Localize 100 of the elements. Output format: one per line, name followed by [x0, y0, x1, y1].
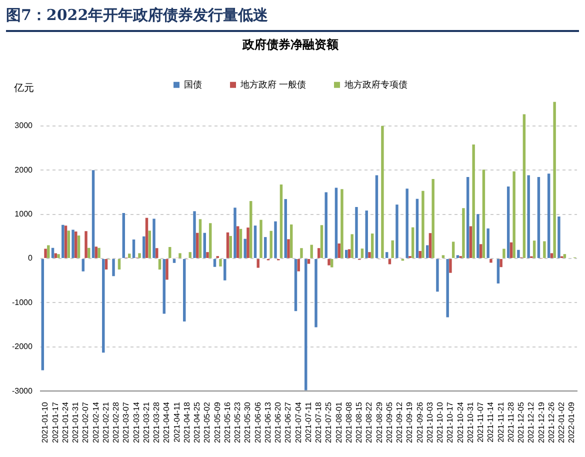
bar [543, 241, 546, 258]
bar [236, 226, 240, 258]
bar [148, 230, 151, 258]
bar [558, 216, 560, 258]
bar [442, 255, 445, 258]
x-tick-label: 2021-10-10 [436, 402, 445, 443]
bar [422, 190, 424, 258]
x-tick-label: 2021-07-18 [314, 402, 324, 443]
x-tick-label: 2021-10-31 [466, 402, 475, 443]
x-tick-label: 2021-12-19 [536, 402, 546, 443]
bar [350, 234, 354, 258]
bar [64, 226, 68, 258]
x-tick-label: 2021-04-04 [162, 402, 172, 443]
legend-label: 地方政府 一般债 [240, 79, 306, 90]
bar [496, 258, 500, 284]
x-tick-label: 2021-04-25 [192, 402, 202, 443]
y-tick-label: -2000 [12, 342, 34, 352]
bar [44, 248, 47, 258]
bar [411, 227, 414, 258]
bar [62, 224, 64, 258]
x-tick-label: 2021-05-09 [212, 402, 222, 443]
bar [317, 248, 320, 258]
bar [512, 171, 516, 258]
x-tick-label: 2021-03-21 [142, 402, 151, 443]
bar [84, 231, 88, 258]
bar [226, 232, 230, 258]
y-tick-label: -1000 [12, 298, 34, 307]
bar [142, 236, 146, 258]
x-tick-label: 2021-09-19 [405, 402, 414, 443]
bar [406, 188, 408, 258]
bar [297, 258, 300, 272]
bar [307, 258, 310, 264]
bar [209, 223, 212, 258]
bar [510, 242, 513, 258]
x-tick-label: 2021-06-06 [253, 402, 262, 443]
x-tick-label: 2022-01-02 [557, 402, 566, 443]
bar [256, 258, 260, 268]
bar [304, 258, 308, 390]
bar [462, 208, 465, 258]
bar [418, 250, 422, 258]
bar [517, 250, 520, 258]
x-tick-label: 2021-12-26 [546, 402, 556, 443]
y-tick-label: -3000 [12, 386, 34, 396]
bar [355, 207, 358, 258]
x-tick-label: 2021-09-26 [415, 402, 424, 443]
y-tick-label: 2000 [14, 165, 34, 174]
bar [152, 218, 156, 258]
bar [229, 236, 232, 258]
bar [314, 258, 318, 328]
bar [300, 248, 303, 258]
x-tick-label: 2021-04-18 [182, 402, 192, 443]
bar [416, 198, 419, 258]
bar [370, 234, 374, 258]
bar [550, 253, 554, 258]
x-tick-label: 2022-01-09 [567, 402, 576, 443]
bar [239, 228, 242, 258]
bar [88, 248, 90, 258]
bar [156, 248, 158, 258]
bar [145, 218, 148, 258]
bar [41, 258, 44, 370]
bar [340, 189, 344, 258]
x-tick-label: 2021-05-30 [243, 402, 252, 443]
bar [54, 253, 58, 258]
x-tick-label: 2021-08-15 [354, 402, 364, 443]
x-tick-label: 2021-02-21 [101, 402, 110, 443]
bar [348, 249, 351, 258]
x-tick-label: 2021-07-04 [294, 402, 303, 443]
bar [381, 126, 384, 258]
bar [98, 248, 100, 258]
bar [280, 184, 283, 258]
bar [456, 255, 460, 258]
bar [328, 258, 330, 266]
chart-subtitle: 政府债券净融资额 [242, 37, 340, 52]
bar [224, 258, 226, 280]
bar [436, 258, 439, 292]
x-tick-label: 2021-08-01 [334, 402, 344, 443]
bar [490, 258, 492, 263]
x-tick-label: 2021-09-12 [395, 402, 404, 443]
x-tick-label: 2021-11-07 [476, 402, 486, 442]
y-tick-label: 1000 [14, 210, 34, 219]
bar [188, 252, 192, 258]
bar [244, 238, 246, 258]
y-axis-title: 亿元 [13, 82, 34, 94]
bar [324, 192, 328, 258]
bar [104, 258, 108, 270]
bar [368, 252, 371, 258]
x-tick-label: 2021-06-13 [263, 402, 272, 443]
bar [396, 204, 398, 258]
bar [330, 258, 334, 268]
bar [476, 214, 480, 258]
bar [203, 232, 206, 258]
bar [183, 258, 186, 322]
y-tick-label: 0 [28, 254, 34, 263]
bar [219, 258, 222, 266]
x-tick-label: 2021-11-14 [486, 402, 496, 442]
bar [426, 245, 429, 258]
bar [254, 226, 257, 258]
bar [102, 258, 105, 353]
bar [57, 254, 60, 258]
bar [486, 228, 490, 258]
